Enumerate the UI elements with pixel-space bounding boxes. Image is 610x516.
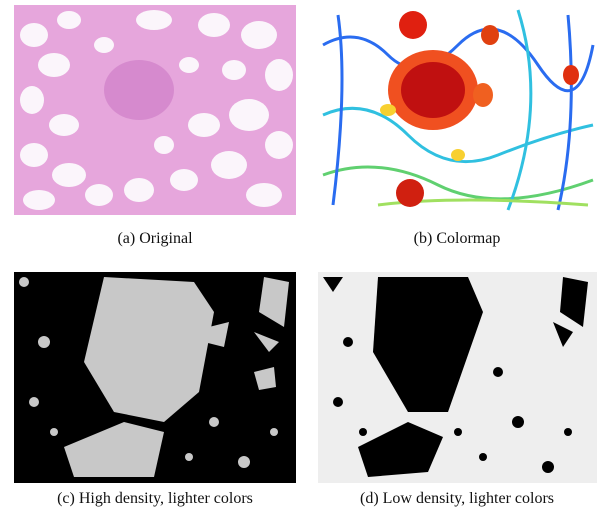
image-low-density bbox=[318, 272, 597, 483]
caption: (b) Colormap bbox=[307, 230, 607, 248]
caption: (c) High density, lighter colors bbox=[5, 490, 305, 508]
image-high-density bbox=[14, 272, 296, 483]
caption: (d) Low density, lighter colors bbox=[307, 490, 607, 508]
image-colormap bbox=[318, 5, 597, 215]
page: {"figures": [ {"caption": "(a) Original"… bbox=[0, 0, 610, 516]
image-original bbox=[14, 5, 296, 215]
caption: (a) Original bbox=[5, 230, 305, 248]
